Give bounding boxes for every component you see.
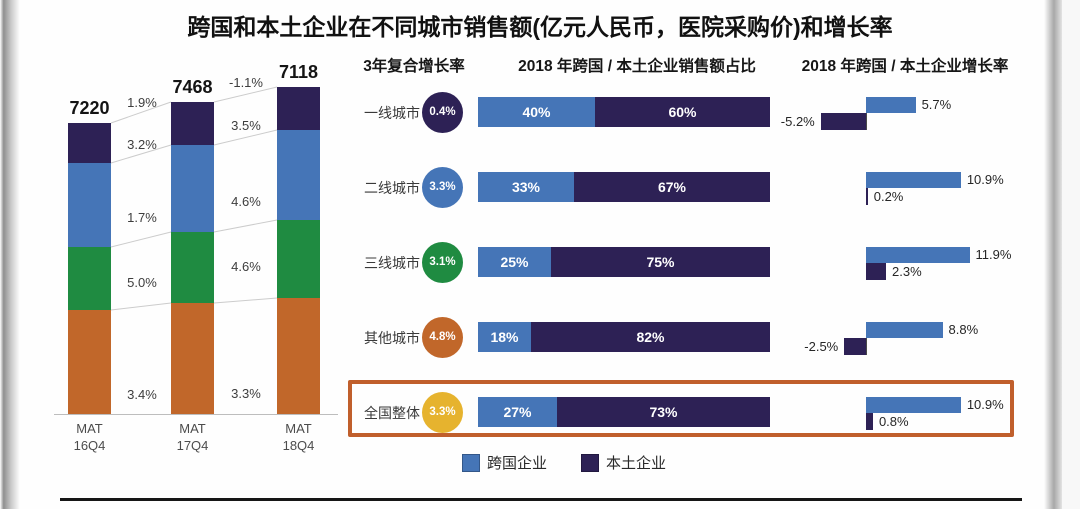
legend: 跨国企业 本土企业: [462, 452, 666, 473]
growth-annotation: 3.5%: [231, 118, 261, 133]
share-bar-multinational: 40%: [478, 97, 595, 127]
growth-annotation: 3.2%: [127, 137, 157, 152]
growth-annotation: 1.7%: [127, 210, 157, 225]
growth-annotation: 4.6%: [231, 194, 261, 209]
legend-item-local: 本土企业: [581, 452, 666, 473]
growth-value-local: -5.2%: [780, 113, 815, 129]
category-label: MAT 18Q4: [282, 421, 315, 453]
category-label: MAT 17Q4: [176, 421, 209, 453]
share-bar-local: 60%: [595, 97, 770, 127]
city-label: 二线城市: [364, 180, 420, 196]
growth-value-local: 2.3%: [892, 263, 922, 279]
chart-title: 跨国和本土企业在不同城市销售额(亿元人民币，医院采购价)和增长率: [187, 14, 893, 40]
growth-bar-multinational: [866, 247, 970, 263]
share-bar-local: 75%: [551, 247, 770, 277]
share-bar-local: 82%: [531, 322, 770, 352]
growth-annotation: 4.6%: [231, 259, 261, 274]
bar-total-label: 7118: [278, 62, 319, 82]
growth-value-multinational: 8.8%: [948, 322, 979, 337]
city-label: 一线城市: [364, 105, 420, 121]
stacked-segment-green: [171, 232, 214, 303]
growth-annotation: 1.9%: [127, 95, 157, 110]
growth-bar-multinational: [866, 97, 916, 113]
stacked-segment-navy: [68, 123, 111, 163]
stacked-segment-green: [277, 220, 320, 298]
stacked-segment-green: [68, 247, 111, 310]
page-edge-right: [1044, 0, 1062, 509]
growth-bar-multinational: [866, 397, 961, 413]
growth-bar-local: [866, 263, 886, 280]
growth-annotation: -1.1%: [229, 75, 263, 90]
category-label: MAT 16Q4: [73, 421, 106, 453]
share-bar-multinational: 27%: [478, 397, 557, 427]
growth-value-local: 0.8%: [878, 413, 909, 429]
growth-bar-local: [866, 188, 868, 205]
legend-swatch-local-icon: [581, 453, 600, 472]
share-bar-multinational: 18%: [478, 322, 531, 352]
city-label: 全国整体: [364, 405, 420, 421]
growth-bar-local: [844, 338, 866, 355]
cagr-circle: 0.4%: [422, 91, 463, 133]
growth-zero-axis: [866, 322, 867, 355]
legend-label-multinational: 跨国企业: [487, 455, 548, 472]
legend-item-multinational: 跨国企业: [462, 452, 547, 473]
bar-total-label: 7220: [69, 98, 110, 118]
growth-zero-axis: [866, 97, 867, 130]
share-bar-local: 73%: [557, 397, 770, 427]
growth-bar-multinational: [866, 172, 961, 188]
growth-value-multinational: 10.9%: [966, 172, 1004, 187]
legend-label-local: 本土企业: [606, 455, 667, 472]
bar-total-label: 7468: [172, 77, 213, 97]
page-edge-far-right: [1062, 0, 1080, 509]
growth-value-multinational: 11.9%: [975, 247, 1012, 262]
growth-value-local: -2.5%: [804, 338, 839, 354]
growth-annotation: 3.3%: [231, 386, 261, 401]
growth-annotation: 3.4%: [127, 387, 157, 402]
growth-value-local: 0.2%: [873, 188, 904, 204]
stacked-segment-blue: [277, 130, 320, 220]
page-edge-left: [0, 0, 20, 509]
national-total-highlight-box: [348, 380, 1014, 437]
header-share: 2018 年跨国 / 本土企业销售额占比: [518, 58, 756, 75]
city-label: 其他城市: [364, 330, 420, 346]
growth-bar-local: [820, 113, 866, 130]
cagr-circle: 4.8%: [422, 316, 463, 358]
growth-value-multinational: 10.9%: [966, 397, 1004, 412]
share-bar-multinational: 25%: [478, 247, 551, 277]
stacked-segment-orange: [277, 298, 320, 414]
bottom-divider: [60, 498, 1022, 501]
growth-bar-local: [866, 413, 873, 430]
growth-annotation: 5.0%: [127, 275, 157, 290]
legend-swatch-multinational-icon: [462, 453, 480, 472]
stacked-segment-navy: [277, 87, 320, 130]
stacked-segment-orange: [171, 303, 214, 414]
cagr-circle: 3.3%: [422, 166, 463, 208]
x-axis-line: [54, 414, 338, 415]
share-bar-local: 67%: [574, 172, 770, 202]
stacked-segment-orange: [68, 310, 111, 414]
stacked-segment-blue: [171, 145, 214, 232]
cagr-circle: 3.3%: [422, 391, 463, 433]
growth-value-multinational: 5.7%: [921, 97, 952, 112]
stacked-segment-blue: [68, 163, 111, 247]
share-bar-multinational: 33%: [478, 172, 574, 202]
growth-bar-multinational: [866, 322, 943, 338]
header-cagr: 3年复合增长率: [363, 58, 465, 75]
city-label: 三线城市: [364, 255, 420, 271]
cagr-circle: 3.1%: [422, 241, 463, 283]
stacked-segment-navy: [171, 102, 214, 145]
header-growth: 2018 年跨国 / 本土企业增长率: [801, 58, 1009, 75]
